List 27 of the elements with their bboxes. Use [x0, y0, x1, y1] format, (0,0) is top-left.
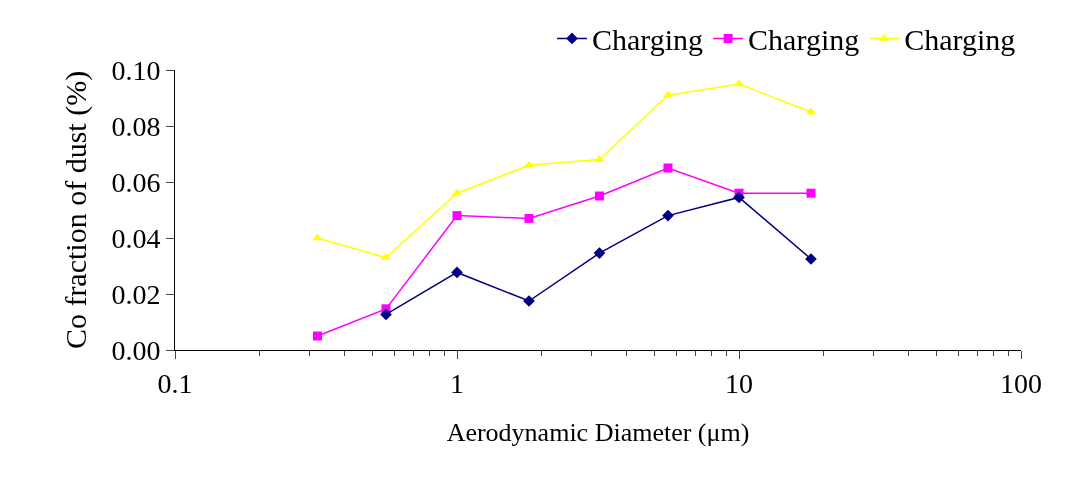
point	[451, 266, 463, 279]
x-tick-label: 10	[725, 367, 753, 399]
y-tick-label: 0.00	[111, 334, 161, 366]
point	[806, 188, 816, 198]
legend-label: Charging	[748, 23, 860, 57]
legend-label: Charging	[592, 23, 704, 57]
point	[380, 308, 392, 321]
point	[452, 211, 462, 221]
point	[312, 233, 323, 241]
x-tick-label: 100	[1000, 367, 1042, 399]
x-axis-title: Aerodynamic Diameter (μm)	[446, 418, 750, 448]
y-tick-label: 0.08	[111, 110, 161, 142]
legend-label: Charging	[904, 23, 1016, 57]
point	[312, 331, 322, 341]
x-tick-label: 1	[450, 367, 464, 399]
point	[733, 191, 745, 204]
x-tick-label: 0.1	[157, 367, 193, 399]
y-axis-title: Co fraction of dust (%)	[59, 70, 94, 350]
point	[662, 209, 674, 222]
y-tick-label: 0.04	[111, 222, 161, 254]
y-tick-label: 0.06	[111, 166, 161, 198]
point	[663, 163, 673, 173]
y-tick-label: 0.02	[111, 278, 161, 310]
point	[594, 191, 604, 201]
point	[524, 213, 534, 223]
point	[593, 247, 606, 259]
y-tick-label: 0.10	[111, 54, 161, 86]
